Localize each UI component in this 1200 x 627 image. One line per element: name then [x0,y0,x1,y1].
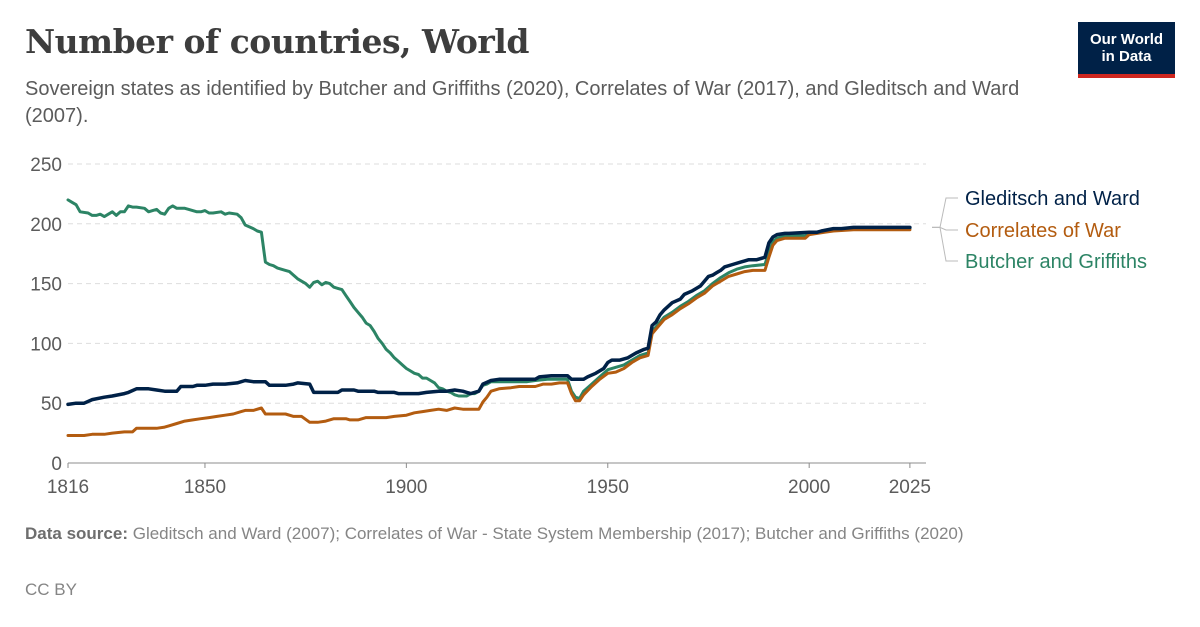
x-tick-label-1900: 1900 [385,477,427,498]
line-chart: 0 50 100 150 200 250 1816 1850 1900 1950 2000 2025 G… [30,155,1147,498]
legend-connector-gleditsch-and-ward [932,197,958,228]
logo-line-1: Our World [1089,31,1164,48]
y-tick-label-100: 100 [30,334,62,355]
x-tick-label-1816: 1816 [47,477,89,498]
y-tick-label-0: 0 [51,454,62,475]
legend-label-gleditsch-and-ward: Gleditsch and Ward [965,188,1140,210]
data-source-label: Data source: [25,524,128,543]
license-link[interactable]: CC BY [25,580,77,599]
series-line-gleditsch-and-ward [66,225,912,407]
series-line-correlates-of-war [66,228,912,437]
legend-label-butcher-and-griffiths: Butcher and Griffiths [965,251,1147,273]
logo-line-2: in Data [1101,48,1152,65]
y-tick-label-250: 250 [30,155,62,176]
data-source-text[interactable]: Gleditsch and Ward (2007); Correlates of… [132,524,964,543]
x-tick-label-2000: 2000 [788,477,830,498]
x-tick-label-1950: 1950 [587,477,629,498]
data-source: Data source: Gleditsch and Ward (2007); … [25,522,1125,545]
y-tick-label-50: 50 [41,394,62,415]
chart-subtitle: Sovereign states as identified by Butche… [25,78,1020,127]
y-tick-label-150: 150 [30,275,62,296]
series-line-butcher-and-griffiths [66,198,912,400]
legend-label-correlates-of-war: Correlates of War [965,220,1121,242]
y-tick-label-200: 200 [30,215,62,236]
chart-title: Number of countries, World [25,22,529,61]
x-tick-label-1850: 1850 [184,477,226,498]
legend-connector-butcher-and-griffiths [932,226,958,262]
owid-logo[interactable]: Our World in Data [1078,22,1175,78]
x-tick-label-2025: 2025 [889,477,931,498]
